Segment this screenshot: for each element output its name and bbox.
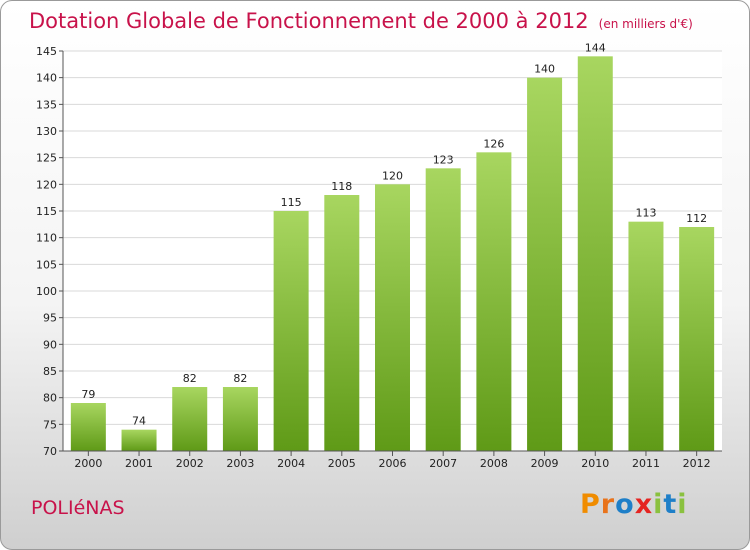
logo-letter: i [677,489,688,520]
y-tick-label: 140 [36,72,57,85]
x-tick-label-2004: 2004 [277,457,305,470]
bar-2011 [628,221,664,451]
bar-2009 [527,77,563,452]
data-label-2012: 112 [686,212,707,225]
y-tick-label: 110 [36,232,57,245]
y-tick-label: 145 [36,45,57,58]
data-label-2005: 118 [331,180,352,193]
y-tick-label: 125 [36,152,57,165]
x-tick-label-2002: 2002 [176,457,204,470]
x-tick-label-2003: 2003 [226,457,254,470]
y-tick-label: 115 [36,205,57,218]
logo-letter: r [600,489,616,520]
y-tick-label: 85 [43,365,57,378]
bar-2012 [679,227,715,451]
y-tick-label: 95 [43,312,57,325]
bar-2005 [324,195,360,451]
proxiti-logo: Proxiti [580,489,688,520]
data-label-2003: 82 [233,372,247,385]
bars: 79 74 82 82 115 118 120 123 126 140 144 113 112 [70,41,715,452]
y-tick-label: 100 [36,285,57,298]
bar-2007 [425,168,461,452]
logo-letter: x [634,489,654,520]
x-tick-label-2010: 2010 [581,457,609,470]
bar-2002 [172,387,208,451]
town-name: POLIéNAS [31,497,125,519]
y-tick-label: 70 [43,445,57,458]
y-tick-label: 90 [43,338,57,351]
x-tick-label-2012: 2012 [683,457,711,470]
x-tick-label-2009: 2009 [531,457,559,470]
x-axis: 2000 2001 2002 2003 2004 2005 2006 2007 2008 2009… [63,450,722,470]
x-tick-label-2008: 2008 [480,457,508,470]
y-tick-label: 80 [43,392,57,405]
chart-title-unit: (en milliers d'€) [598,17,693,31]
data-label-2009: 140 [534,63,555,76]
x-tick-label-2007: 2007 [429,457,457,470]
data-label-2008: 126 [483,137,504,150]
bar-2001 [121,429,157,451]
data-label-2001: 74 [132,415,146,428]
x-tick-label-2001: 2001 [125,457,153,470]
bar-2010 [577,56,613,451]
data-label-2010: 144 [585,41,606,54]
y-tick-label: 105 [36,258,57,271]
logo-letter: i [653,489,664,520]
bar-2004 [273,211,309,451]
y-axis: 70 75 80 85 90 95 100 105 110 115 120 125 130 135 140 1… [36,45,64,458]
logo-letter: P [580,489,601,520]
bar-2008 [476,152,512,452]
data-label-2004: 115 [281,196,302,209]
bar-2003 [222,387,258,451]
bar-2006 [375,184,410,452]
chart-title: Dotation Globale de Fonctionnement de 20… [29,9,693,33]
y-tick-label: 135 [36,98,57,111]
data-label-2011: 113 [635,207,656,220]
logo-letter: o [615,489,635,520]
data-label-2000: 79 [81,388,95,401]
y-tick-label: 120 [36,178,57,191]
x-tick-label-2000: 2000 [74,457,102,470]
y-tick-label: 130 [36,125,57,138]
chart-title-main: Dotation Globale de Fonctionnement de 20… [29,9,589,33]
y-tick-label: 75 [43,418,57,431]
x-tick-label-2006: 2006 [379,457,407,470]
x-tick-label-2005: 2005 [328,457,356,470]
x-tick-label-2011: 2011 [632,457,660,470]
logo-letter: t [663,489,678,520]
bar-2000 [70,403,106,451]
data-label-2006: 120 [382,169,403,182]
data-label-2007: 123 [433,153,454,166]
data-label-2002: 82 [183,372,197,385]
